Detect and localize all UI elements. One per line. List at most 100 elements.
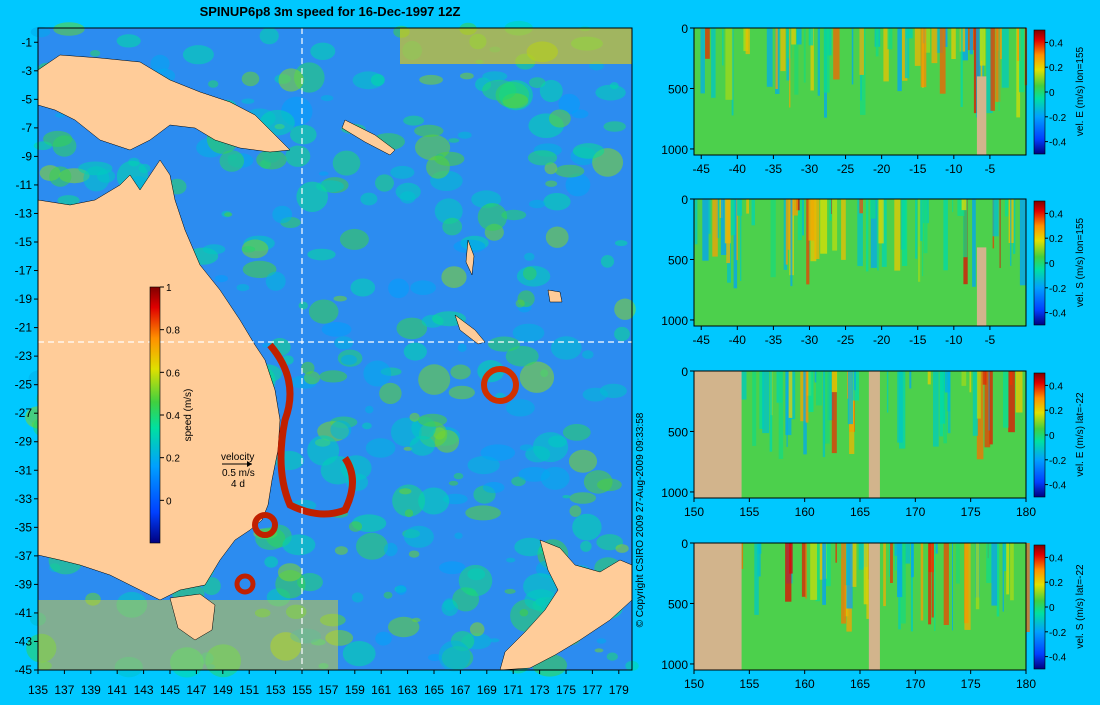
speed-patch <box>383 591 393 599</box>
velocity-streak <box>927 371 931 385</box>
speed-patch <box>535 598 546 607</box>
velocity-streak <box>979 28 986 66</box>
velocity-streak <box>859 199 863 214</box>
velocity-streak <box>883 28 889 82</box>
speed-patch <box>351 592 364 603</box>
speed-patch <box>241 246 256 253</box>
velocity-streak <box>935 543 938 554</box>
speed-patch <box>528 77 546 88</box>
section-x-tick-label: -45 <box>693 162 711 176</box>
speed-patch <box>562 495 571 499</box>
section-panel: -45 -40 -35 -30 -25 -20 -15 -10 -5 0 500 1000 0.4 0.2… <box>661 193 1086 347</box>
land-new-caledonia <box>454 314 486 345</box>
speed-patch <box>438 640 471 672</box>
velocity-streak <box>960 28 963 107</box>
speed-patch <box>53 22 85 36</box>
velocity-streak <box>1010 199 1012 266</box>
speed-patch <box>569 505 582 517</box>
speed-patch <box>457 131 472 139</box>
velocity-streak <box>846 543 853 609</box>
section-x-tick-label: 165 <box>850 677 870 691</box>
velocity-streak <box>976 371 981 419</box>
map-x-tick-label: 179 <box>609 683 629 697</box>
speed-patch <box>370 74 385 86</box>
map-y-tick-label: -43 <box>15 634 33 648</box>
speed-patch <box>417 413 448 427</box>
velocity-streak <box>1003 371 1009 428</box>
speed-patch <box>365 438 396 458</box>
velocity-streak <box>947 371 951 434</box>
speed-map: 135 137 139 141 143 145 147 149 151 153 155 157 159 1… <box>15 20 639 697</box>
section-x-tick-label: -10 <box>945 162 963 176</box>
velocity-key-duration: 4 d <box>231 479 245 490</box>
velocity-streak <box>998 28 1000 111</box>
speed-colorbar-tick-label: 0.6 <box>166 368 180 379</box>
speed-patch <box>333 295 347 302</box>
velocity-streak <box>894 543 897 571</box>
speed-patch <box>182 45 214 65</box>
velocity-streak <box>920 28 927 88</box>
velocity-streak <box>943 543 949 625</box>
velocity-streak <box>740 199 742 281</box>
velocity-streak <box>824 371 830 444</box>
velocity-streak <box>939 371 944 437</box>
speed-patch <box>26 633 57 663</box>
map-frame <box>37 27 633 671</box>
velocity-streak <box>785 199 788 265</box>
map-x-tick-label: 157 <box>318 683 338 697</box>
map-y-tick-label: -3 <box>21 64 32 78</box>
map-x-tick-label: 141 <box>107 683 127 697</box>
speed-patch <box>150 54 170 73</box>
velocity-streak <box>806 199 810 285</box>
speed-patch <box>528 199 546 209</box>
velocity-streak <box>969 28 973 55</box>
velocity-streak <box>910 543 913 632</box>
velocity-streak <box>906 28 913 39</box>
velocity-streak <box>1019 199 1027 286</box>
speed-patch <box>325 630 354 646</box>
velocity-streak <box>909 371 912 389</box>
section-panels: -45 -40 -35 -30 -25 -20 -15 -10 -5 0 500 1000 0.4 0.2… <box>661 22 1086 691</box>
speed-patch <box>614 326 630 342</box>
speed-patch <box>572 143 605 159</box>
speed-patch <box>278 68 304 92</box>
speed-patch <box>519 361 555 393</box>
section-x-tick-label: -45 <box>693 333 711 347</box>
velocity-streak <box>928 543 932 625</box>
speed-patch <box>562 424 591 441</box>
speed-patch <box>30 26 51 38</box>
speed-colorbar-tick-label: 1 <box>166 283 172 294</box>
velocity-streak <box>814 199 820 259</box>
velocity-key-arrowhead <box>247 461 252 467</box>
section-colorbar-tick-label: 0.4 <box>1049 38 1063 49</box>
speed-patch <box>582 350 594 359</box>
speed-patch <box>433 427 446 440</box>
speed-patch <box>549 109 571 128</box>
speed-patch <box>96 169 116 183</box>
speed-patch <box>505 399 535 417</box>
velocity-streak <box>897 371 903 443</box>
velocity-streak <box>808 371 814 412</box>
velocity-streak <box>785 543 792 602</box>
speed-patch <box>568 449 598 473</box>
speed-patch <box>362 422 372 430</box>
section-colorbar-tick-label: -0.2 <box>1049 456 1067 467</box>
map-y-tick-label: -27 <box>15 406 33 420</box>
velocity-streak <box>870 199 877 268</box>
section-x-tick-label: 175 <box>961 505 981 519</box>
map-y-tick-label: -33 <box>15 492 33 506</box>
section-x-tick-label: 170 <box>905 505 925 519</box>
speed-patch <box>256 149 287 170</box>
speed-patch <box>282 534 316 556</box>
velocity-streak <box>817 28 820 96</box>
map-y-tick-label: -37 <box>15 549 33 563</box>
section-x-tick-label: 165 <box>850 505 870 519</box>
velocity-streak <box>865 199 869 272</box>
section-land <box>868 371 880 498</box>
velocity-streak <box>831 371 838 393</box>
speed-patch <box>467 568 486 581</box>
section-x-tick-label: 170 <box>905 677 925 691</box>
velocity-streak <box>859 28 864 75</box>
velocity-streak <box>815 543 820 602</box>
